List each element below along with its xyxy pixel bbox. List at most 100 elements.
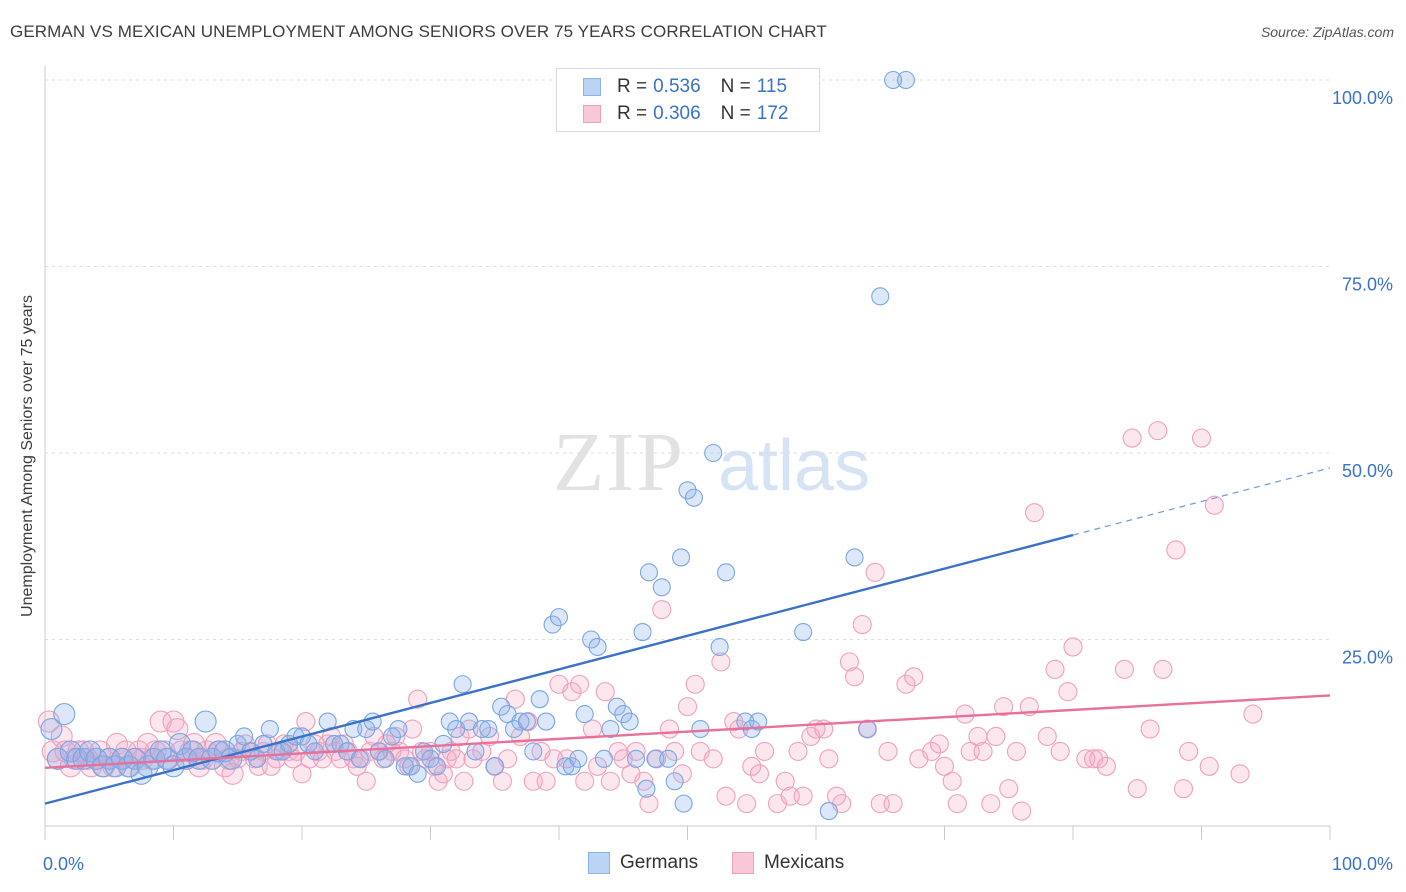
germans-point: [672, 548, 691, 567]
mexicans-point: [999, 779, 1019, 799]
germans-point: [871, 287, 890, 306]
mexicans-point: [652, 600, 672, 620]
germans-point: [549, 608, 569, 627]
germans-point: [53, 703, 76, 726]
mexicans-point: [1148, 421, 1168, 441]
legend-row-germans: R = 0.536 N = 115: [583, 75, 787, 99]
mexicans-point: [904, 667, 924, 687]
germans-point: [181, 740, 204, 763]
trend-lines: [44, 467, 1331, 805]
mexicans-point: [1006, 741, 1027, 761]
y-tick-label: 50.0%: [1342, 461, 1393, 481]
germans-point: [659, 749, 678, 768]
germans-point: [845, 548, 864, 567]
mexicans-point: [947, 794, 967, 814]
germans-point: [646, 749, 665, 768]
mexicans-point: [878, 741, 898, 761]
mexicans-point: [1050, 741, 1070, 761]
germans-point: [421, 749, 440, 768]
mexicans-point: [562, 682, 582, 702]
mexicans-point: [1243, 704, 1263, 724]
mexicans-point: [716, 786, 736, 806]
germans-point: [350, 749, 369, 768]
mexicans-point: [922, 741, 942, 761]
germans-point: [582, 630, 601, 649]
germans-point: [331, 734, 350, 753]
mexicans-point: [1204, 495, 1224, 515]
x-tick-label: 100.0%: [1332, 854, 1393, 874]
mexicans-point: [896, 674, 916, 694]
mexicans-point: [446, 749, 466, 769]
germans-point: [472, 719, 491, 739]
watermark-zip: ZIP: [553, 416, 685, 509]
germans-point: [440, 712, 459, 731]
series-legend: Germans Mexicans: [0, 852, 1406, 878]
mexicans-point: [839, 652, 859, 672]
mexicans-point: [356, 771, 376, 791]
watermark-atlas: atlas: [718, 426, 870, 506]
mexicans-point: [587, 756, 608, 776]
germans-point: [408, 764, 427, 783]
germans-point: [376, 749, 395, 768]
germans-point: [684, 488, 703, 507]
mexicans-point: [883, 794, 903, 814]
germans-point: [235, 727, 254, 746]
mexicans-point: [595, 682, 615, 702]
germans-point: [537, 712, 556, 731]
mexicans-point: [852, 615, 872, 635]
mexicans-point: [1012, 801, 1032, 821]
legend-n-value: 172: [756, 103, 789, 124]
mexicans-point: [1058, 682, 1078, 702]
legend-swatch-mexicans: [583, 105, 601, 123]
germans-point: [620, 712, 639, 731]
germans-point: [156, 747, 179, 770]
germans-point: [117, 755, 140, 778]
germans-point: [678, 481, 697, 500]
mexicans-point: [454, 771, 474, 791]
germans-point: [704, 443, 723, 463]
mexicans-point: [402, 719, 423, 739]
mexicans-point: [844, 667, 865, 687]
germans-point: [168, 732, 191, 755]
legend-item-mexicans[interactable]: Mexicans: [732, 852, 844, 874]
mexicans-point: [685, 674, 705, 694]
mexicans-point: [737, 794, 757, 814]
germans-point: [389, 719, 408, 739]
germans-point: [479, 719, 498, 739]
mexicans-point: [775, 771, 795, 791]
germans-point: [59, 740, 82, 763]
mexicans-point: [994, 697, 1014, 717]
mexicans-point: [788, 741, 808, 761]
mexicans-point: [1122, 428, 1142, 448]
legend-r-label: R =: [617, 103, 648, 124]
tick-labels: 25.0% 50.0% 75.0% 100.0% 0.0% 100.0%: [43, 88, 1393, 874]
legend-r-value: 0.536: [653, 76, 701, 97]
mexicans-point: [480, 726, 500, 747]
germans-point: [382, 727, 402, 746]
mexicans-point: [570, 674, 590, 694]
legend-row-mexicans: R = 0.306 N = 172: [583, 102, 788, 126]
mexicans-point: [1037, 726, 1057, 747]
germans-point: [639, 563, 659, 582]
correlation-legend: R = 0.536 N = 115 R = 0.306 N = 172: [556, 68, 820, 132]
mexicans-point: [703, 749, 723, 769]
mexicans-point: [973, 741, 993, 761]
mexicans-point: [711, 652, 731, 672]
germans-point: [104, 755, 127, 778]
mexicans-point: [1140, 719, 1160, 739]
germans-point: [511, 712, 530, 731]
legend-r-label: R =: [617, 76, 648, 97]
germans-point: [46, 747, 69, 770]
mexicans-point: [149, 710, 172, 733]
legend-item-germans[interactable]: Germans: [588, 852, 698, 874]
mexicans-point: [819, 749, 839, 769]
germans-point: [575, 705, 594, 724]
germans-point: [710, 637, 729, 657]
germans-point: [884, 70, 903, 90]
germans-point: [485, 757, 504, 776]
legend-label-germans: Germans: [620, 852, 699, 873]
mexicans-point: [755, 741, 775, 761]
germans-point: [517, 712, 536, 731]
mexicans-point: [408, 689, 428, 709]
